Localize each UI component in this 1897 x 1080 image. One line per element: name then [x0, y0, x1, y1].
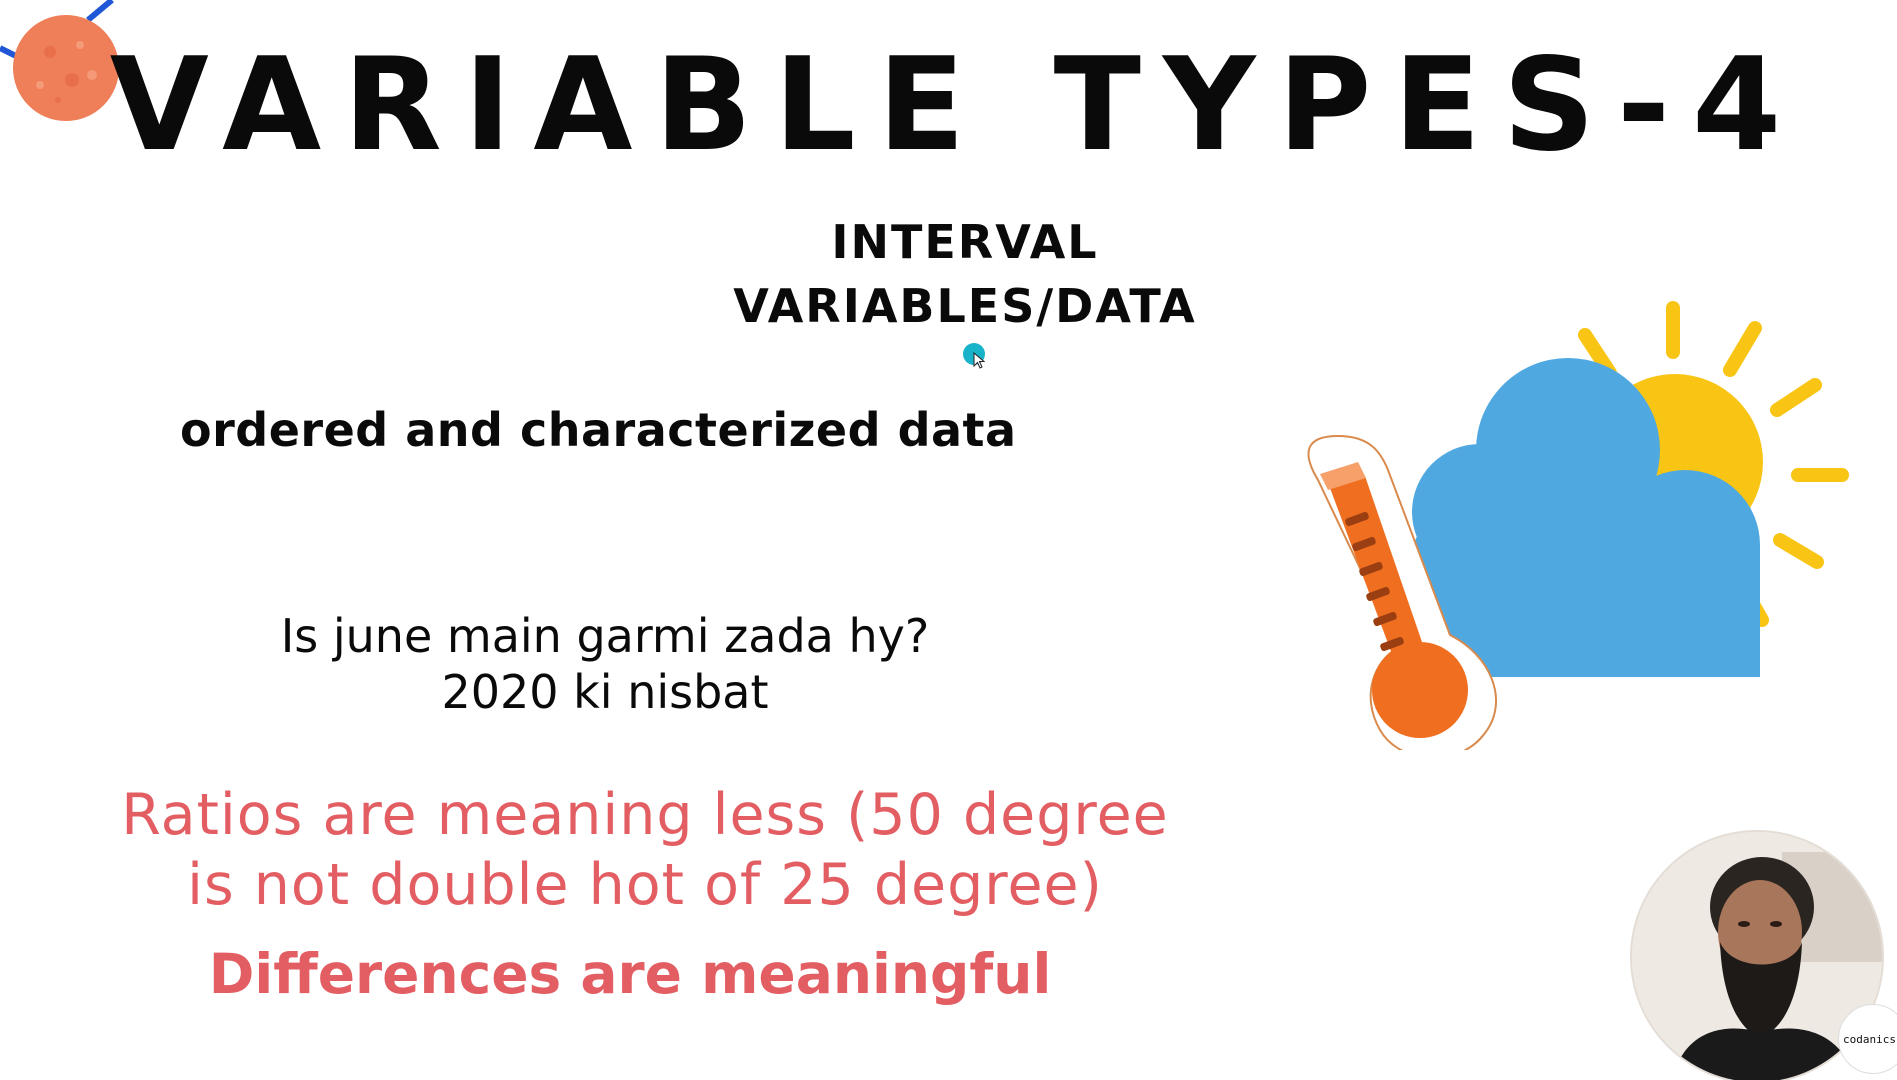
planet-icon: [0, 0, 119, 121]
ratio-line-1: Ratios are meaning less (50 degree: [121, 782, 1169, 848]
cursor-arrow-icon: [973, 352, 986, 369]
subtitle-line-1: INTERVAL: [831, 215, 1099, 269]
channel-logo: codanics: [1838, 1004, 1897, 1074]
example-question: Is june main garmi zada hy? 2020 ki nisb…: [185, 608, 1025, 720]
differences-statement: Differences are meaningful: [208, 942, 1052, 1006]
weather-thermometer-icon: [1307, 301, 1849, 750]
question-line-2: 2020 ki nisbat: [441, 665, 769, 719]
definition-text: ordered and characterized data: [180, 403, 1017, 457]
webcam-overlay: [1630, 830, 1884, 1080]
presenter-avatar: [1632, 832, 1882, 1080]
ratio-line-2: is not double hot of 25 degree): [187, 852, 1103, 918]
subtitle-line-2: VARIABLES/DATA: [733, 279, 1197, 333]
slide-title: VARIABLE TYPES-4: [109, 31, 1804, 180]
question-line-1: Is june main garmi zada hy?: [280, 609, 930, 663]
ratio-statement: Ratios are meaning less (50 degree is no…: [100, 780, 1190, 920]
slide-subtitle: INTERVAL VARIABLES/DATA: [700, 210, 1230, 338]
